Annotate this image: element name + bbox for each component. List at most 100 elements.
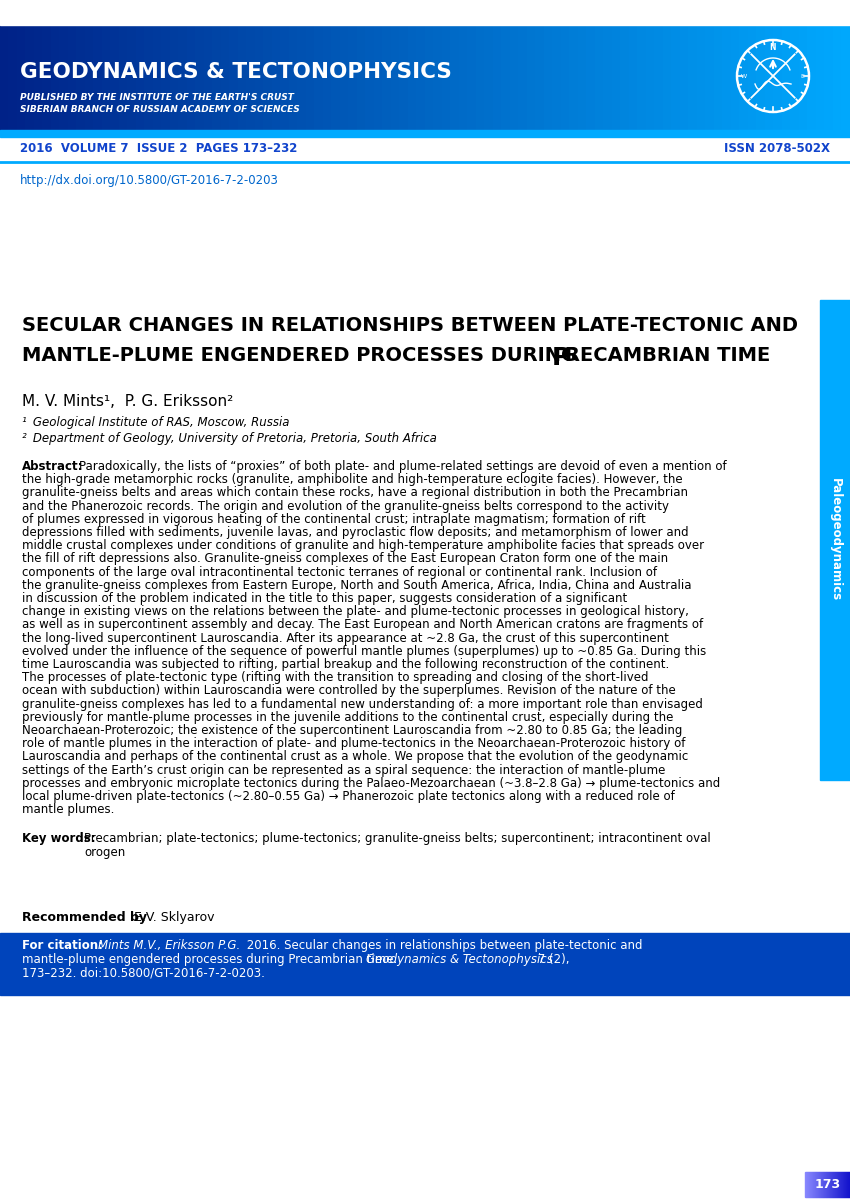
Bar — [829, 1172, 830, 1197]
Bar — [833, 1172, 834, 1197]
Bar — [833, 25, 842, 130]
Bar — [493, 25, 501, 130]
Bar — [246, 25, 255, 130]
Text: mantle-plume engendered processes during Precambrian time.: mantle-plume engendered processes during… — [22, 953, 401, 965]
Text: ¹  Geological Institute of RAS, Moscow, Russia: ¹ Geological Institute of RAS, Moscow, R… — [22, 416, 290, 429]
Text: middle crustal complexes under conditions of granulite and high-temperature amph: middle crustal complexes under condition… — [22, 540, 704, 552]
Bar — [832, 1172, 833, 1197]
Bar — [178, 25, 187, 130]
Bar — [808, 1172, 809, 1197]
Bar — [518, 25, 527, 130]
Bar — [756, 25, 765, 130]
Text: http://dx.doi.org/10.5800/GT-2016-7-2-0203: http://dx.doi.org/10.5800/GT-2016-7-2-02… — [20, 174, 279, 188]
Text: granulite-gneiss complexes has led to a fundamental new understanding of: a more: granulite-gneiss complexes has led to a … — [22, 697, 703, 710]
Bar — [697, 25, 706, 130]
Bar — [280, 25, 289, 130]
Text: depressions filled with sediments, juvenile lavas, and pyroclastic flow deposits: depressions filled with sediments, juven… — [22, 526, 688, 538]
Text: mantle plumes.: mantle plumes. — [22, 803, 115, 816]
Bar — [823, 1172, 824, 1197]
Text: the high-grade metamorphic rocks (granulite, amphibolite and high-temperature ec: the high-grade metamorphic rocks (granul… — [22, 474, 683, 486]
Text: PUBLISHED BY THE INSTITUTE OF THE EARTH'S CRUST: PUBLISHED BY THE INSTITUTE OF THE EARTH'… — [20, 93, 294, 101]
Bar — [144, 25, 153, 130]
Bar — [846, 1172, 847, 1197]
Bar — [416, 25, 425, 130]
Bar — [459, 25, 468, 130]
Bar — [740, 25, 748, 130]
Bar — [841, 1172, 842, 1197]
Text: 173: 173 — [814, 1178, 841, 1191]
Bar — [408, 25, 416, 130]
Text: Paleogeodynamics: Paleogeodynamics — [829, 478, 842, 601]
Bar — [332, 25, 340, 130]
Bar — [842, 1172, 843, 1197]
Text: 173–232. doi:10.5800/GT-2016-7-2-0203.: 173–232. doi:10.5800/GT-2016-7-2-0203. — [22, 966, 265, 980]
Bar — [0, 933, 850, 995]
Bar — [442, 25, 450, 130]
Text: Lauroscandia and perhaps of the continental crust as a whole. We propose that th: Lauroscandia and perhaps of the continen… — [22, 750, 688, 763]
Bar — [484, 25, 493, 130]
Bar — [314, 25, 323, 130]
Bar — [817, 1172, 818, 1197]
Bar — [620, 25, 629, 130]
Text: 2016. Secular changes in relationships between plate-tectonic and: 2016. Secular changes in relationships b… — [243, 939, 643, 952]
Bar — [807, 1172, 808, 1197]
Text: SECULAR CHANGES IN RELATIONSHIPS BETWEEN PLATE-TECTONIC AND: SECULAR CHANGES IN RELATIONSHIPS BETWEEN… — [22, 316, 798, 335]
Bar — [136, 25, 144, 130]
Bar — [839, 1172, 840, 1197]
Bar — [680, 25, 688, 130]
Text: evolved under the influence of the sequence of powerful mantle plumes (superplum: evolved under the influence of the seque… — [22, 644, 706, 657]
Bar — [340, 25, 348, 130]
Text: and the Phanerozoic records. The origin and evolution of the granulite-gneiss be: and the Phanerozoic records. The origin … — [22, 500, 669, 512]
Bar — [815, 1172, 816, 1197]
Text: previously for mantle-plume processes in the juvenile additions to the continent: previously for mantle-plume processes in… — [22, 710, 673, 724]
Text: Neoarchaean-Proterozoic; the existence of the supercontinent Lauroscandia from ~: Neoarchaean-Proterozoic; the existence o… — [22, 724, 683, 737]
Bar — [502, 25, 510, 130]
Bar — [468, 25, 476, 130]
Bar — [382, 25, 391, 130]
Bar — [816, 1172, 817, 1197]
Bar — [638, 25, 646, 130]
Bar — [595, 25, 604, 130]
Bar — [836, 1172, 837, 1197]
Bar — [26, 25, 34, 130]
Bar — [400, 25, 408, 130]
Bar — [848, 1172, 849, 1197]
Bar — [536, 25, 544, 130]
Bar — [706, 25, 714, 130]
Text: the long-lived supercontinent Lauroscandia. After its appearance at ~2.8 Ga, the: the long-lived supercontinent Lauroscand… — [22, 631, 669, 644]
Bar — [391, 25, 399, 130]
Bar — [774, 25, 782, 130]
Bar — [765, 25, 774, 130]
Bar — [847, 1172, 848, 1197]
Text: ²  Department of Geology, University of Pretoria, Pretoria, South Africa: ² Department of Geology, University of P… — [22, 432, 437, 445]
Text: ocean with subduction) within Lauroscandia were controlled by the superplumes. R: ocean with subduction) within Lauroscand… — [22, 684, 676, 697]
Bar — [561, 25, 570, 130]
Bar — [672, 25, 680, 130]
Bar — [8, 25, 17, 130]
Bar — [162, 25, 170, 130]
Bar — [688, 25, 697, 130]
Text: the fill of rift depressions also. Granulite-gneiss complexes of the East Europe: the fill of rift depressions also. Granu… — [22, 553, 668, 565]
Bar — [306, 25, 314, 130]
Bar — [840, 1172, 841, 1197]
Bar — [824, 25, 833, 130]
Bar — [110, 25, 119, 130]
Text: P: P — [552, 346, 570, 370]
Bar — [68, 25, 76, 130]
Text: GEODYNAMICS & TECTONOPHYSICS: GEODYNAMICS & TECTONOPHYSICS — [20, 63, 452, 82]
Bar — [366, 25, 374, 130]
Text: Paradoxically, the lists of “proxies” of both plate- and plume-related settings : Paradoxically, the lists of “proxies” of… — [79, 460, 727, 474]
Bar — [128, 25, 136, 130]
Bar — [825, 1172, 826, 1197]
Text: ISSN 2078-502X: ISSN 2078-502X — [724, 142, 830, 155]
Bar — [809, 1172, 810, 1197]
Text: local plume-driven plate-tectonics (~2.80–0.55 Ga) → Phanerozoic plate tectonics: local plume-driven plate-tectonics (~2.8… — [22, 790, 675, 803]
Bar — [221, 25, 230, 130]
Bar — [357, 25, 366, 130]
Bar — [76, 25, 85, 130]
Bar — [544, 25, 552, 130]
Bar — [102, 25, 110, 130]
Bar — [51, 25, 60, 130]
Bar — [821, 1172, 822, 1197]
Bar — [425, 25, 434, 130]
